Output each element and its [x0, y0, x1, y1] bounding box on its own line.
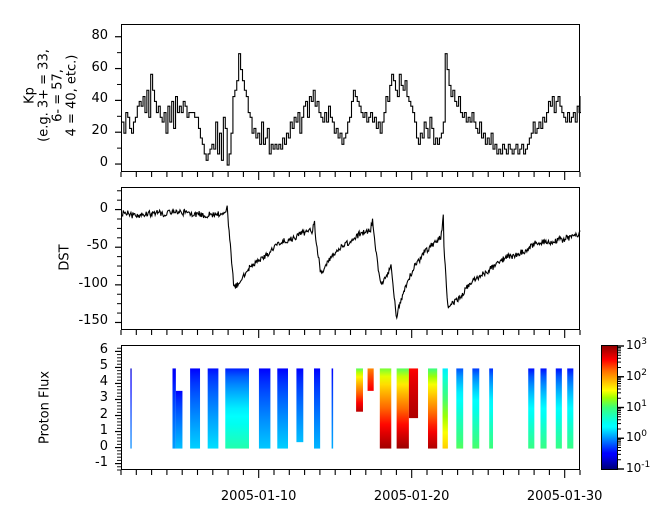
colorbar-tick-mantissa-3: 10	[626, 368, 642, 383]
colorbar-tick-mantissa-0: 10	[626, 461, 642, 475]
proton-flux-ytick-7: 6	[99, 342, 108, 358]
kp-ytick-60: 60	[91, 59, 108, 75]
kp-axis-label-line4: 4 = 40, etc.)	[0, 55, 147, 137]
kp-axis-label-l3: 4 = 40, etc.)	[64, 54, 80, 137]
dst-ytick--50: -50	[86, 238, 108, 254]
xtick-label-0: 2005-01-10	[220, 489, 297, 504]
proton-flux-plot-area	[130, 368, 574, 449]
colorbar	[601, 345, 618, 470]
panel-proton-flux	[121, 345, 580, 470]
dst-ytick--100: -100	[78, 275, 108, 291]
kp-ytick-80: 80	[91, 27, 108, 43]
proton-flux-axis-ticks	[115, 347, 581, 478]
colorbar-ticks	[617, 345, 624, 470]
kp-axis-ticks	[115, 36, 581, 180]
colorbar-tick-1: 100	[626, 429, 647, 444]
panel-dst	[121, 187, 581, 330]
kp-plot-area	[122, 53, 581, 166]
panel-kp	[121, 24, 581, 172]
proton-flux-ytick-2: 1	[99, 422, 108, 438]
colorbar-gradient	[602, 346, 617, 469]
colorbar-tick-mantissa-2: 10	[626, 399, 642, 414]
kp-ytick-20: 20	[91, 123, 108, 139]
proton-flux-axis-label-text: Proton Flux	[37, 370, 53, 445]
colorbar-tick-mantissa-4: 10	[626, 338, 642, 352]
dst-ytick--150: -150	[78, 313, 108, 329]
xtick-label-1: 2005-01-20	[373, 489, 450, 504]
proton-flux-ytick-3: 2	[99, 406, 108, 422]
proton-flux-ytick-5: 4	[99, 374, 108, 390]
proton-flux-axis-label: Proton Flux	[0, 371, 120, 444]
kp-ytick-0: 0	[99, 155, 108, 171]
colorbar-tick-exponent-0: -1	[641, 460, 651, 470]
xtick-label-2: 2005-01-30	[526, 489, 603, 504]
colorbar-tick-3: 102	[626, 368, 647, 383]
dst-axis-label: DST	[0, 244, 140, 270]
colorbar-tick-exponent-4: 3	[641, 337, 648, 347]
proton-flux-ytick-0: -1	[95, 454, 108, 470]
colorbar-tick-exponent-2: 1	[641, 398, 648, 409]
proton-flux-ytick-4: 3	[99, 390, 108, 406]
colorbar-tick-4: 103	[626, 337, 647, 352]
dst-plot-area	[122, 205, 581, 320]
dst-axis-label-text: DST	[57, 244, 73, 271]
kp-ytick-40: 40	[91, 91, 108, 107]
colorbar-tick-exponent-3: 2	[641, 367, 648, 378]
colorbar-tick-mantissa-1: 10	[626, 430, 642, 445]
colorbar-tick-exponent-1: 0	[641, 429, 648, 440]
proton-flux-ytick-6: 5	[99, 358, 108, 374]
colorbar-tick-2: 101	[626, 399, 647, 414]
dst-axis-ticks	[115, 190, 581, 338]
colorbar-tick-0: 10-1	[626, 460, 650, 475]
proton-flux-ytick-1: 0	[99, 438, 108, 454]
dst-ytick-0: 0	[99, 200, 108, 216]
